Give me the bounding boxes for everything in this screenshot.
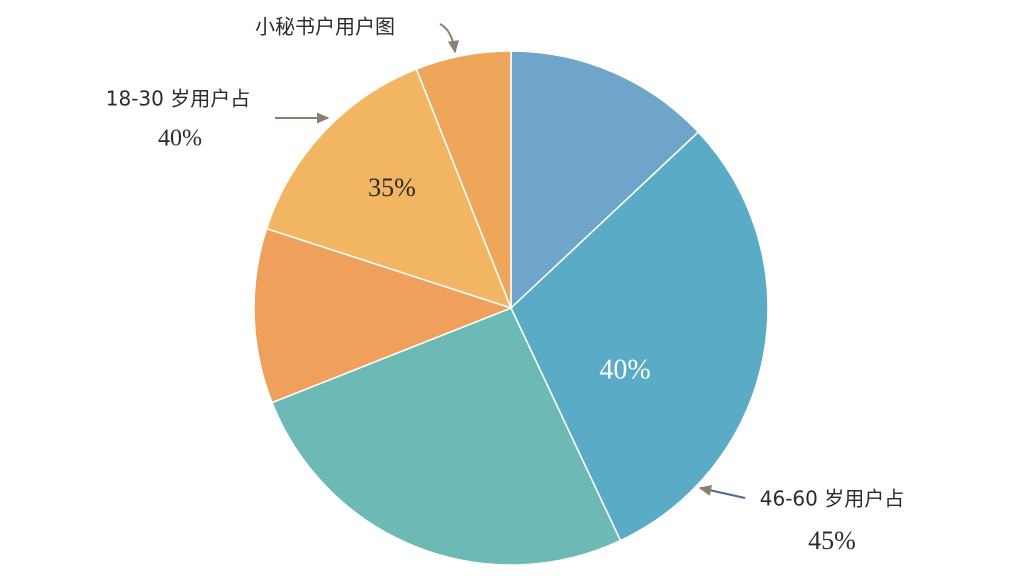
pie-slice bbox=[415, 50, 512, 309]
pie-slice bbox=[265, 68, 513, 310]
annotation: 40% bbox=[158, 126, 202, 152]
annotation: 46-60 岁用户占 bbox=[760, 487, 904, 511]
annotation: 35% bbox=[368, 173, 416, 202]
pie-slice bbox=[253, 227, 514, 404]
annotation: 40% bbox=[599, 354, 650, 385]
pie bbox=[253, 50, 769, 566]
arrow bbox=[698, 484, 746, 499]
annotation: 小秘书户用户图 bbox=[255, 15, 395, 39]
pie-slice bbox=[510, 50, 700, 310]
annotation: 45% bbox=[808, 526, 856, 555]
pie-slice bbox=[271, 307, 622, 566]
arrow bbox=[439, 23, 460, 54]
annotation: 18-30 岁用户占 bbox=[106, 87, 250, 111]
pie-slice bbox=[510, 131, 769, 542]
